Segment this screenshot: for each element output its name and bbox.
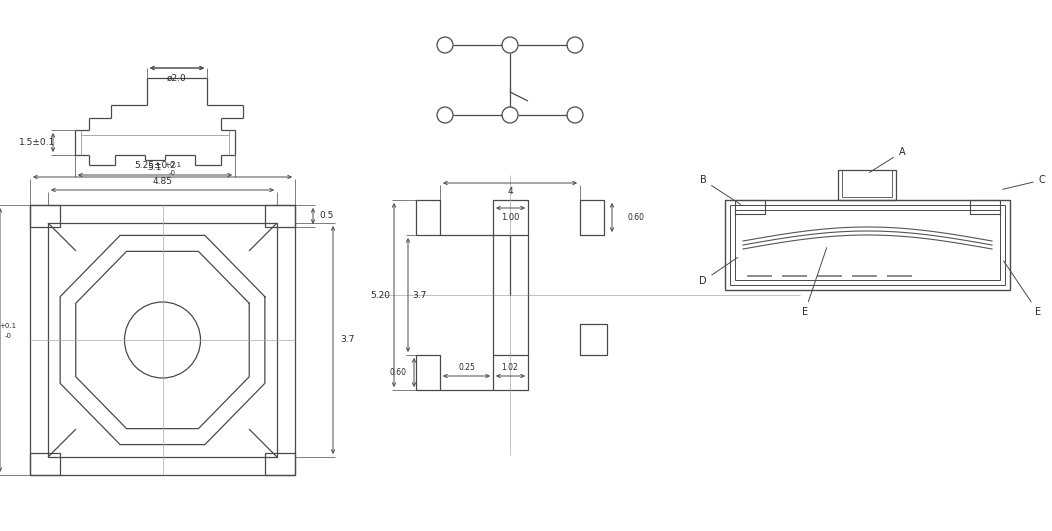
Bar (970, 200, 1000, 214)
Bar (725, 200, 1010, 290)
Text: -0: -0 (169, 170, 176, 176)
Bar (580, 324, 607, 355)
Bar (48, 223, 277, 457)
Text: 1.5±0.1: 1.5±0.1 (19, 138, 55, 147)
Text: -0: -0 (4, 333, 12, 339)
Text: 5.25±0.2: 5.25±0.2 (134, 160, 176, 169)
Bar (265, 205, 295, 227)
Text: 1.02: 1.02 (502, 363, 519, 372)
Bar (493, 355, 528, 390)
Text: 0.25: 0.25 (458, 363, 474, 372)
Bar (730, 205, 1005, 285)
Bar (31, 205, 295, 475)
Text: ø2.0: ø2.0 (167, 73, 187, 82)
Text: 3.7: 3.7 (340, 336, 355, 345)
Text: 0.60: 0.60 (628, 213, 645, 222)
Bar (735, 210, 1000, 280)
Text: 0.5: 0.5 (320, 211, 335, 220)
Bar (416, 355, 440, 390)
Text: B: B (700, 175, 741, 204)
Bar (842, 170, 892, 197)
Bar (838, 170, 896, 200)
Text: E: E (1004, 261, 1041, 317)
Bar (580, 200, 604, 235)
Bar (31, 205, 60, 227)
Text: 1.00: 1.00 (501, 212, 520, 221)
Bar (493, 200, 528, 235)
Text: 4: 4 (507, 187, 512, 196)
Text: A: A (869, 147, 906, 173)
Bar (735, 200, 765, 214)
Text: D: D (700, 258, 737, 286)
Bar (265, 453, 295, 475)
Text: 4.85: 4.85 (153, 177, 173, 186)
Text: 5.20: 5.20 (370, 290, 390, 299)
Text: 5.1: 5.1 (147, 164, 162, 173)
Bar (31, 453, 60, 475)
Text: +0.1: +0.1 (164, 162, 181, 168)
Bar (416, 200, 440, 235)
Text: 0.60: 0.60 (389, 368, 406, 377)
Text: C: C (1003, 175, 1046, 190)
Text: 3.7: 3.7 (412, 290, 426, 299)
Text: +0.1: +0.1 (0, 323, 17, 329)
Text: E: E (802, 247, 827, 317)
